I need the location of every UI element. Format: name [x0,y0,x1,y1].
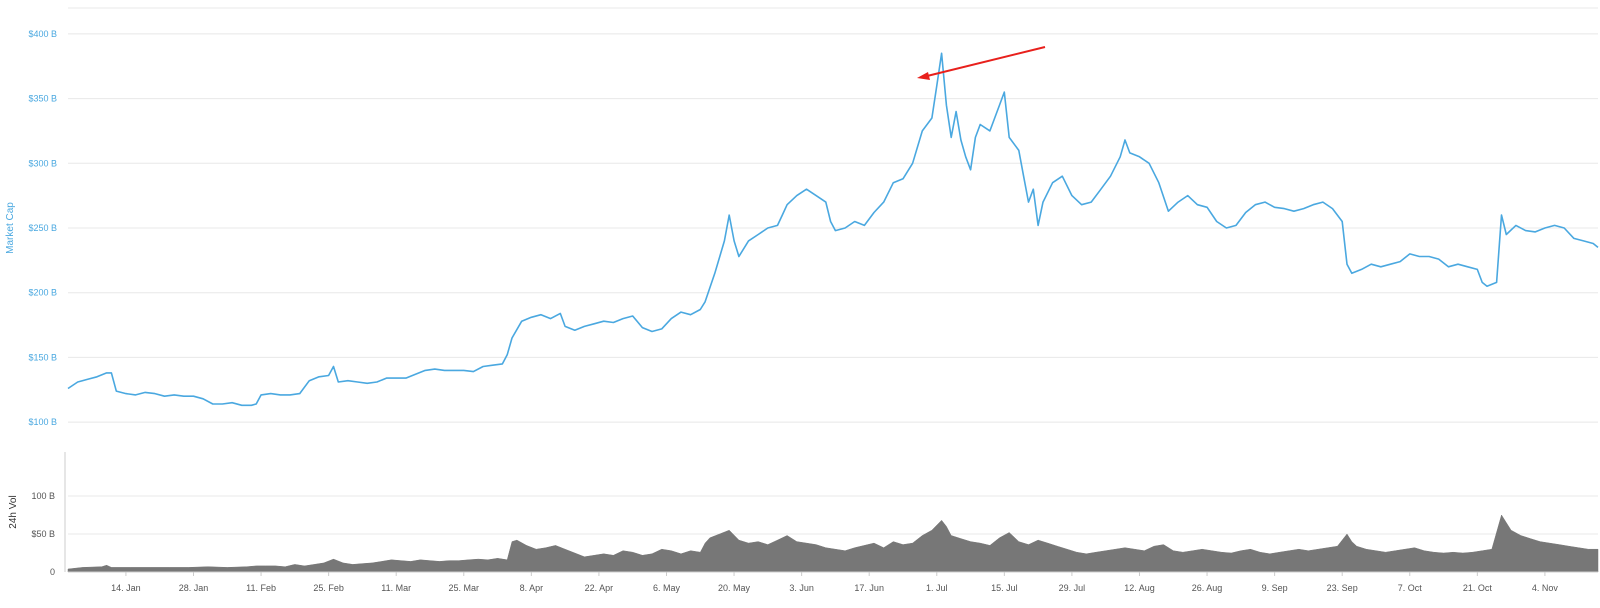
x-tick-label: 4. Nov [1532,583,1559,593]
market-cap-tick-label: $300 B [28,158,57,168]
market-cap-tick-label: $200 B [28,288,57,298]
peak-arrow-head [917,72,930,80]
x-tick-label: 15. Jul [991,583,1018,593]
x-tick-label: 12. Aug [1124,583,1155,593]
x-tick-label: 7. Oct [1398,583,1423,593]
volume-tick-label: 0 [50,567,55,577]
volume-axis-label: 24h Vol [8,495,19,528]
x-tick-label: 9. Sep [1262,583,1288,593]
market-cap-tick-label: $150 B [28,352,57,362]
volume-tick-label: 100 B [31,491,55,501]
x-tick-label: 11. Feb [246,583,276,593]
market-cap-panel [67,52,1599,407]
x-tick-label: 6. May [653,583,681,593]
x-tick-label: 25. Mar [449,583,480,593]
x-tick-label: 17. Jun [854,583,884,593]
x-tick-label: 1. Jul [926,583,948,593]
volume-tick-label: $50 B [31,529,55,539]
market-cap-axis-label: Market Cap [5,202,16,254]
x-tick-label: 21. Oct [1463,583,1493,593]
market-cap-tick-label: $100 B [28,417,57,427]
x-tick-label: 22. Apr [585,583,614,593]
x-tick-label: 11. Mar [381,583,411,593]
market-cap-tick-label: $350 B [28,94,57,104]
volume-panel [67,514,1599,573]
annotations [917,46,1046,80]
x-tick-label: 8. Apr [520,583,544,593]
x-tick-label: 28. Jan [179,583,209,593]
axes: $100 B $150 B $200 B $250 B $300 B $350 B $400… [28,29,1598,593]
x-tick-label: 25. Feb [313,583,344,593]
x-tick-label: 14. Jan [111,583,141,593]
market-cap-tick-label: $400 B [28,29,57,39]
x-tick-label: 20. May [718,583,751,593]
x-tick-label: 29. Jul [1059,583,1086,593]
x-tick-label: 3. Jun [789,583,814,593]
market-cap-line [67,52,1599,407]
x-tick-label: 23. Sep [1327,583,1358,593]
x-tick-label: 26. Aug [1192,583,1223,593]
grid-lines [68,7,1598,535]
peak-arrow-line [922,46,1046,78]
market-cap-tick-label: $250 B [28,223,57,233]
volume-area [67,514,1599,573]
